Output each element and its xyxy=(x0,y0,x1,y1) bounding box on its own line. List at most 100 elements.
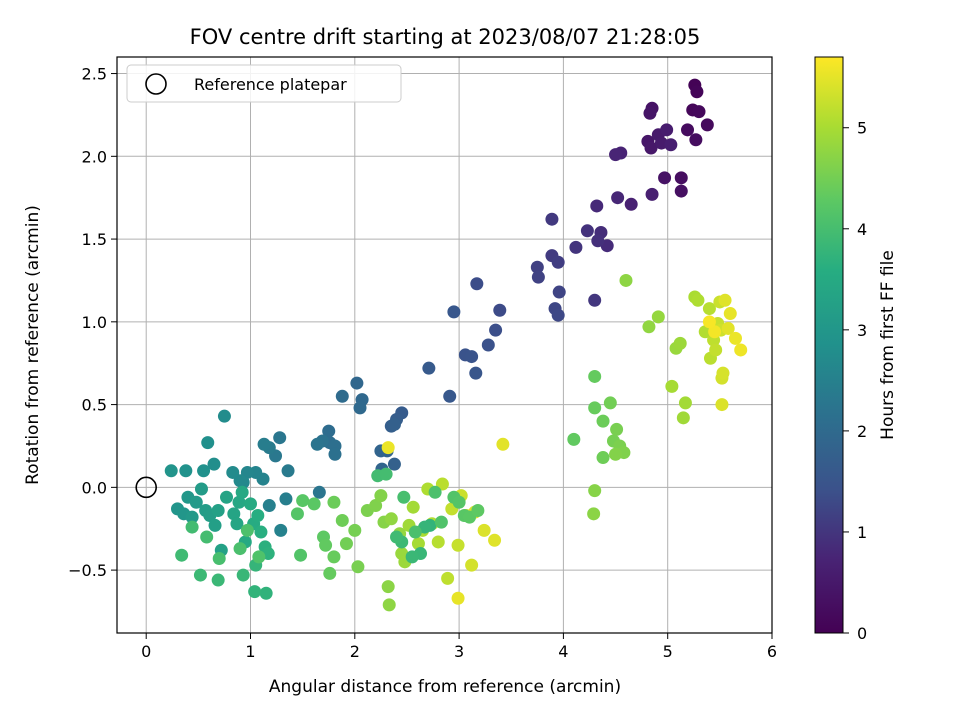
data-point xyxy=(678,396,692,410)
data-point xyxy=(702,315,716,329)
data-point xyxy=(179,464,193,478)
data-point xyxy=(552,285,566,299)
data-point xyxy=(443,389,457,403)
data-point xyxy=(603,396,617,410)
data-point xyxy=(296,494,310,508)
data-point xyxy=(408,525,422,539)
data-point xyxy=(194,482,208,496)
data-point xyxy=(220,490,234,504)
legend-label: Reference platepar xyxy=(194,75,347,94)
data-point xyxy=(674,184,688,198)
data-point xyxy=(698,325,712,339)
data-point xyxy=(645,187,659,201)
y-tick-label: 1.0 xyxy=(82,313,107,332)
data-point xyxy=(328,447,342,461)
data-point xyxy=(610,422,624,436)
data-point xyxy=(384,512,398,526)
data-point xyxy=(281,464,295,478)
data-point xyxy=(211,504,225,518)
data-point xyxy=(197,464,211,478)
data-point xyxy=(290,507,304,521)
data-point xyxy=(588,401,602,415)
data-point xyxy=(351,560,365,574)
data-point xyxy=(353,401,367,415)
x-tick-label: 4 xyxy=(558,642,568,661)
data-point xyxy=(530,260,544,274)
data-point xyxy=(596,414,610,428)
data-point xyxy=(185,510,199,524)
data-point xyxy=(447,305,461,319)
data-point xyxy=(374,489,388,503)
data-point xyxy=(294,548,308,562)
data-point xyxy=(644,141,658,155)
data-point xyxy=(387,417,401,431)
data-point xyxy=(642,320,656,334)
data-point xyxy=(350,376,364,390)
data-point xyxy=(387,457,401,471)
colorbar-tick-label: 4 xyxy=(857,220,867,239)
data-point xyxy=(193,568,207,582)
data-point xyxy=(164,464,178,478)
data-point xyxy=(335,513,349,527)
data-point xyxy=(431,535,445,549)
data-point xyxy=(619,273,633,287)
data-points xyxy=(164,78,748,612)
data-point xyxy=(335,389,349,403)
x-tick-label: 3 xyxy=(454,642,464,661)
data-point xyxy=(587,507,601,521)
data-point xyxy=(718,293,732,307)
data-point xyxy=(545,212,559,226)
data-point xyxy=(397,490,411,504)
data-point xyxy=(381,580,395,594)
colorbar: 0 1 2 3 4 5 Hours from first FF file xyxy=(814,56,898,643)
data-point xyxy=(257,437,271,451)
data-point xyxy=(493,303,507,317)
data-point xyxy=(471,504,485,518)
data-point xyxy=(451,591,465,605)
grid xyxy=(117,57,773,633)
data-point xyxy=(580,224,594,238)
data-point xyxy=(496,437,510,451)
legend: Reference platepar xyxy=(126,64,402,103)
data-point xyxy=(248,585,262,599)
data-point xyxy=(465,350,479,364)
data-point xyxy=(700,118,714,132)
data-point xyxy=(251,508,265,522)
data-point xyxy=(681,123,695,137)
data-point xyxy=(673,336,687,350)
data-point xyxy=(674,171,688,185)
data-point xyxy=(217,409,231,423)
colorbar-tick-label: 3 xyxy=(857,321,867,340)
colorbar-gradient xyxy=(814,56,844,634)
data-point xyxy=(235,485,249,499)
data-point xyxy=(692,105,706,119)
data-point xyxy=(273,431,287,445)
data-point xyxy=(441,571,455,585)
y-tick-label: 0.0 xyxy=(82,478,107,497)
x-tick-label: 0 xyxy=(141,642,151,661)
data-point xyxy=(660,123,674,137)
x-tick-label: 6 xyxy=(767,642,777,661)
data-point xyxy=(232,495,246,509)
data-point xyxy=(405,550,419,564)
data-point xyxy=(689,133,703,147)
colorbar-tick-label: 2 xyxy=(857,422,867,441)
data-point xyxy=(233,542,247,556)
data-point xyxy=(702,302,716,316)
data-point xyxy=(588,484,602,498)
data-point xyxy=(588,369,602,383)
data-point xyxy=(369,499,383,513)
data-point xyxy=(709,343,723,357)
data-point xyxy=(664,138,678,152)
data-point xyxy=(708,325,722,339)
data-point xyxy=(252,550,266,564)
y-tick-label: 0.5 xyxy=(82,396,107,415)
data-point xyxy=(734,343,748,357)
data-point xyxy=(185,520,199,534)
y-tick-label: 2.5 xyxy=(82,65,107,84)
data-point xyxy=(665,379,679,393)
data-point xyxy=(691,293,705,307)
y-axis-label: Rotation from reference (arcmin) xyxy=(23,205,43,485)
colorbar-label: Hours from first FF file xyxy=(878,250,898,440)
y-tick-label: 1.5 xyxy=(82,230,107,249)
